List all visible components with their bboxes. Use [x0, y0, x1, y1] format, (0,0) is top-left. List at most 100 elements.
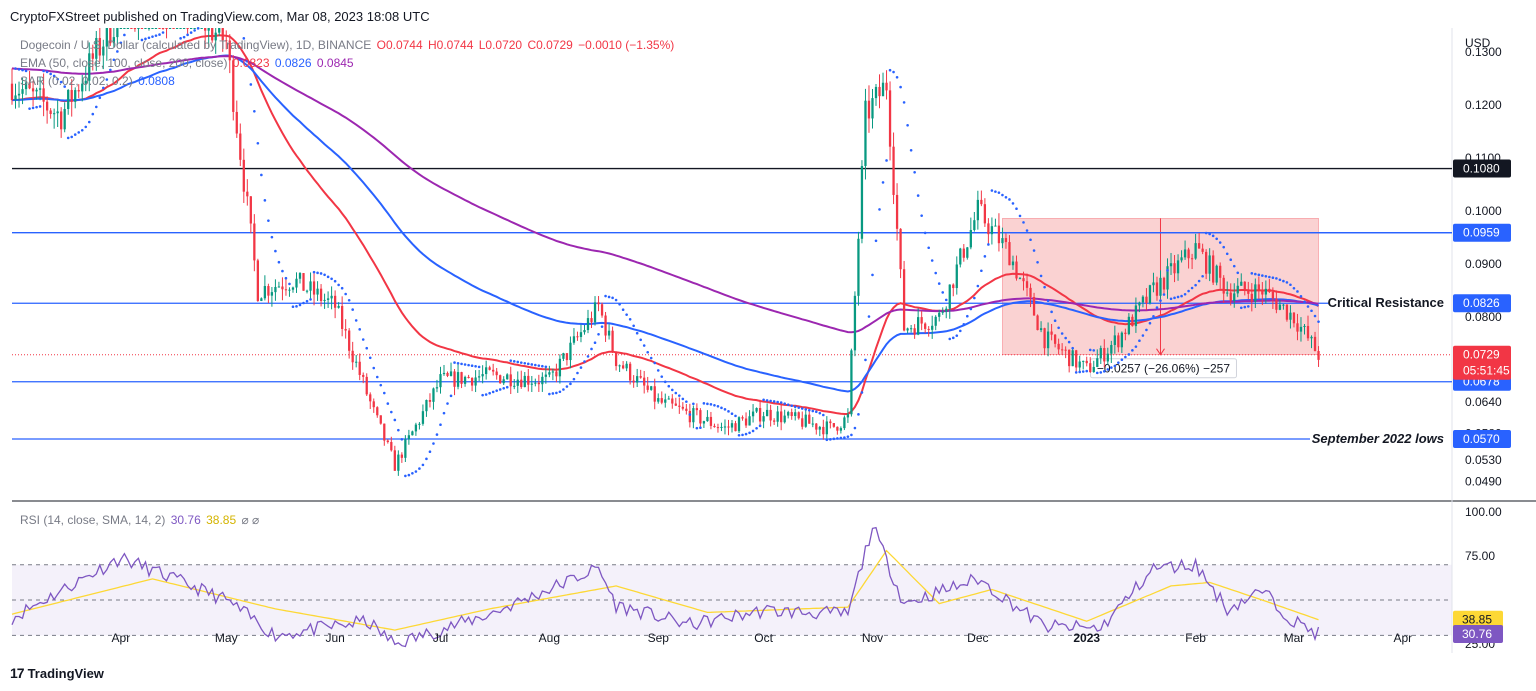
sar-dot — [425, 457, 428, 461]
sar-dot — [1239, 306, 1243, 310]
candle-body — [84, 80, 87, 84]
candle-body — [411, 431, 414, 436]
sar-dot — [832, 437, 836, 441]
candle-body — [534, 382, 537, 384]
candle-body — [934, 316, 937, 326]
candle-body — [987, 223, 990, 235]
candle-body — [548, 372, 551, 375]
x-tick-label: Aug — [539, 631, 560, 645]
candle-body — [924, 323, 927, 329]
sar-dot — [182, 35, 186, 39]
sar-dot — [951, 336, 955, 340]
sar-dot — [807, 408, 811, 412]
sar-dot — [1138, 339, 1141, 343]
footer-brand[interactable]: 17 TradingView — [10, 665, 104, 681]
sar-dot — [709, 403, 713, 406]
sar-dot — [822, 413, 825, 417]
candle-body — [474, 377, 477, 386]
candle-body — [527, 375, 530, 385]
candle-body — [737, 417, 741, 432]
sar-dot — [751, 429, 755, 433]
sar-dot — [611, 296, 614, 300]
legend-change: −0.0010 (−1.35%) — [578, 38, 675, 52]
measure-label: −0.0257 (−26.06%) −257 — [1097, 362, 1230, 376]
price-tag — [1453, 294, 1511, 313]
candle-body — [147, 28, 151, 29]
sar-dot — [1092, 349, 1096, 352]
sar-dot — [305, 299, 309, 303]
sar-dot — [730, 412, 734, 416]
sar-dot — [1166, 269, 1169, 272]
candle-body — [1155, 282, 1159, 296]
y-tick-label: 0.0800 — [1465, 310, 1502, 324]
candle-body — [256, 260, 259, 301]
sar-dot — [579, 366, 583, 369]
sar-dot — [1145, 328, 1148, 332]
candle-body — [49, 110, 52, 114]
sar-dot — [1317, 320, 1320, 323]
sar-dot — [1095, 371, 1099, 375]
sar-dot — [474, 365, 477, 368]
candle-body — [1208, 255, 1211, 274]
sar-dot — [1046, 299, 1050, 303]
candle-body — [906, 328, 909, 331]
candle-body — [1022, 278, 1025, 282]
sar-dot — [758, 424, 762, 428]
sar-dot — [702, 402, 706, 405]
candle-body — [277, 286, 281, 288]
price-tag-label: 0.0959 — [1463, 226, 1500, 240]
sar-dot — [140, 38, 144, 42]
sar-dot — [913, 170, 916, 174]
sar-dot — [604, 294, 607, 298]
sar-dot — [446, 402, 449, 405]
sar-dot — [618, 302, 621, 306]
candle-body — [207, 28, 210, 31]
candle-body — [1082, 360, 1085, 362]
sar-dot — [1060, 332, 1064, 335]
sar-dot — [614, 298, 618, 302]
candle-body — [1071, 350, 1074, 367]
sar-dot — [853, 426, 857, 430]
candle-body — [105, 28, 108, 47]
candle-body — [720, 426, 723, 428]
candle-body — [372, 401, 375, 408]
sar-dot — [934, 271, 938, 275]
candle-body — [530, 383, 533, 385]
sar-dot — [755, 426, 758, 430]
sar-dot — [850, 433, 853, 437]
candle-body — [576, 336, 579, 338]
sar-dot — [941, 291, 945, 294]
candle-body — [1317, 351, 1320, 360]
candle-body — [369, 394, 372, 402]
level-annotation: September 2022 lows — [1312, 431, 1444, 446]
candle-body — [994, 225, 997, 227]
candle-body — [270, 292, 274, 296]
sar-dot — [77, 131, 81, 134]
candle-body — [1299, 326, 1303, 332]
sar-dot — [674, 391, 678, 395]
sar-dot — [1043, 285, 1046, 289]
x-tick-label: Jul — [433, 631, 448, 645]
candle-body — [509, 374, 512, 387]
sar-dot — [881, 181, 885, 184]
candle-body — [590, 318, 593, 323]
candle-body — [140, 28, 144, 29]
candle-body — [1159, 277, 1162, 296]
candle-body — [425, 400, 428, 412]
sar-dot — [818, 411, 822, 415]
candle-body — [1229, 292, 1232, 301]
sar-dot — [35, 105, 38, 109]
candle-body — [1176, 260, 1180, 274]
sar-dot — [1229, 258, 1233, 262]
sar-dot — [91, 112, 95, 116]
sar-dot — [1215, 237, 1218, 241]
candle-body — [621, 365, 625, 369]
candle-body — [822, 426, 825, 435]
candle-body — [653, 386, 656, 402]
candle-body — [154, 28, 158, 29]
candle-body — [449, 371, 453, 376]
candle-body — [74, 90, 77, 102]
candle-body — [801, 418, 804, 427]
sar-dot — [38, 105, 42, 108]
